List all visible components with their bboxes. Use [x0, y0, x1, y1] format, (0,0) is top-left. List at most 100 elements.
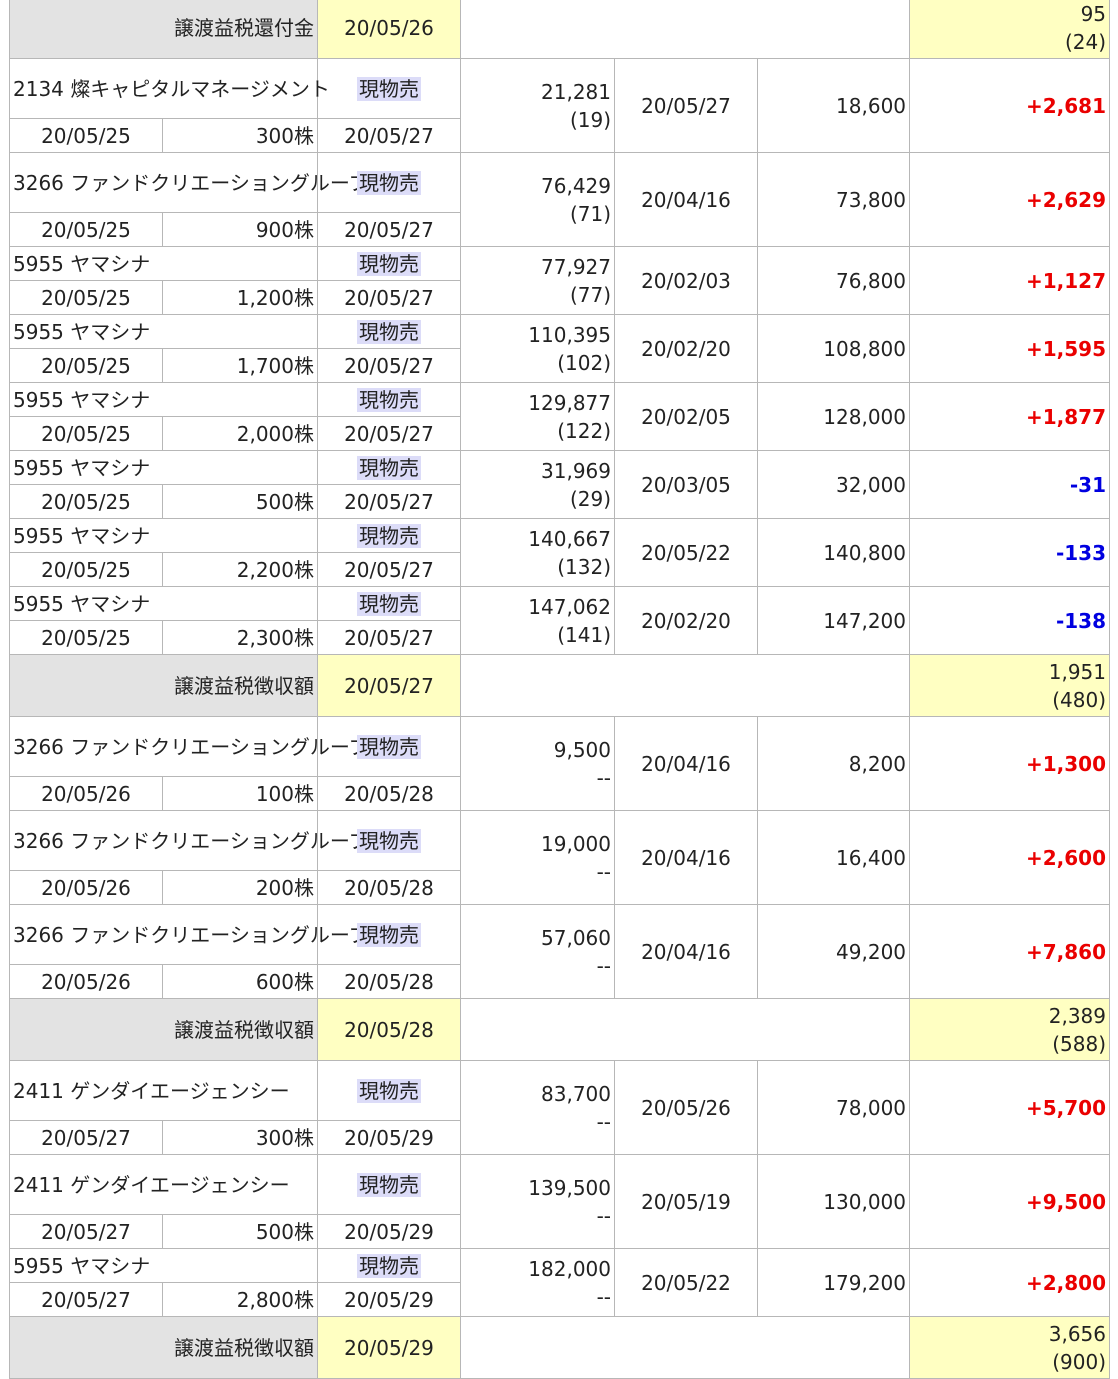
- trade-date: 20/05/25: [9, 484, 163, 519]
- trade-date: 20/05/25: [9, 620, 163, 655]
- security-name-link[interactable]: 5955 ヤマシナ: [9, 450, 318, 485]
- trade-kind: 現物売: [317, 314, 461, 349]
- security-name-link[interactable]: 5955 ヤマシナ: [9, 1248, 318, 1283]
- trade-kind: 現物売: [317, 1248, 461, 1283]
- quantity: 1,700株: [162, 348, 318, 383]
- settlement-date: 20/05/27: [317, 552, 461, 587]
- proceeds-value: 57,060: [541, 925, 611, 950]
- proceeds-value: 21,281: [541, 79, 611, 104]
- security-name-link[interactable]: 3266 ファンドクリエーショングループ: [9, 152, 369, 213]
- summary-row: 譲渡益税徴収額 20/05/28 2,389 (588): [9, 998, 1111, 1061]
- summary-amount-sub: (900): [1052, 1349, 1107, 1374]
- trade-date: 20/05/25: [9, 416, 163, 451]
- profit-loss: +2,600: [909, 810, 1111, 905]
- proceeds-value: 110,395: [528, 322, 611, 347]
- profit-loss-value: +1,300: [1025, 751, 1107, 776]
- trade-date: 20/05/27: [9, 1120, 163, 1155]
- trade-row[interactable]: 5955 ヤマシナ 現物売 140,667 (132) 20/05/22 140,800 -…: [9, 518, 1111, 587]
- trade-row[interactable]: 2411 ゲンダイエージェンシー 現物売 139,500 -- 20/05/19 130,…: [9, 1154, 1111, 1249]
- buy-date: 20/02/20: [614, 314, 758, 383]
- proceeds-cell: 83,700 --: [460, 1060, 615, 1155]
- trade-date: 20/05/25: [9, 348, 163, 383]
- buy-date: 20/04/16: [614, 152, 758, 247]
- quantity: 2,000株: [162, 416, 318, 451]
- fee-value: --: [596, 1109, 611, 1134]
- trade-date: 20/05/26: [9, 964, 163, 999]
- trade-row[interactable]: 5955 ヤマシナ 現物売 147,062 (141) 20/02/20 147,200 -…: [9, 586, 1111, 655]
- trade-kind-label: 現物売: [357, 734, 421, 759]
- trade-row[interactable]: 3266 ファンドクリエーショングループ 現物売 76,429 (71) 20/04/1…: [9, 152, 1111, 247]
- security-name-link[interactable]: 3266 ファンドクリエーショングループ: [9, 904, 369, 965]
- profit-loss: +5,700: [909, 1060, 1111, 1155]
- settlement-date: 20/05/27: [317, 212, 461, 247]
- proceeds-cell: 182,000 --: [460, 1248, 615, 1317]
- buy-date: 20/04/16: [614, 716, 758, 811]
- trade-row[interactable]: 3266 ファンドクリエーショングループ 現物売 57,060 -- 20/04/16 4…: [9, 904, 1111, 999]
- profit-loss-value: -138: [1055, 608, 1107, 633]
- profit-loss-value: +1,877: [1025, 404, 1107, 429]
- trade-row[interactable]: 5955 ヤマシナ 現物売 129,877 (122) 20/02/05 128,000 +…: [9, 382, 1111, 451]
- summary-amount-value: 95: [1080, 1, 1107, 26]
- profit-loss-value: +7,860: [1025, 939, 1107, 964]
- summary-amount: 3,656 (900): [909, 1316, 1111, 1379]
- trade-kind-label: 現物売: [357, 828, 421, 853]
- security-name-link[interactable]: 2411 ゲンダイエージェンシー: [9, 1154, 318, 1215]
- proceeds-cell: 129,877 (122): [460, 382, 615, 451]
- fee-value: (29): [569, 486, 611, 511]
- proceeds-cell: 31,969 (29): [460, 450, 615, 519]
- buy-date: 20/04/16: [614, 810, 758, 905]
- summary-spacer: [459, 998, 911, 1061]
- security-name-link[interactable]: 5955 ヤマシナ: [9, 586, 318, 621]
- settlement-date: 20/05/27: [317, 416, 461, 451]
- fee-value: (102): [557, 350, 611, 375]
- security-name-link[interactable]: 2134 燦キャピタルマネージメント: [9, 58, 330, 119]
- trade-row[interactable]: 5955 ヤマシナ 現物売 182,000 -- 20/05/22 179,200 +2,8…: [9, 1248, 1111, 1317]
- security-name-link[interactable]: 3266 ファンドクリエーショングループ: [9, 716, 369, 777]
- profit-loss-value: +1,127: [1025, 268, 1107, 293]
- cost-value: 128,000: [756, 382, 911, 451]
- security-name-link[interactable]: 5955 ヤマシナ: [9, 246, 318, 281]
- security-name-link[interactable]: 2411 ゲンダイエージェンシー: [9, 1060, 318, 1121]
- profit-loss: +9,500: [909, 1154, 1111, 1249]
- trade-detail-row: 20/05/26 600株 20/05/28: [9, 964, 1110, 999]
- trade-detail-row: 20/05/25 1,200株 20/05/27: [9, 280, 1110, 315]
- summary-spacer: [459, 0, 911, 59]
- profit-loss: +2,800: [909, 1248, 1111, 1317]
- security-name-link[interactable]: 5955 ヤマシナ: [9, 314, 318, 349]
- trade-kind-label: 現物売: [357, 387, 421, 412]
- trade-kind-label: 現物売: [357, 1253, 421, 1278]
- trade-row[interactable]: 3266 ファンドクリエーショングループ 現物売 19,000 -- 20/04/16 1…: [9, 810, 1111, 905]
- proceeds-cell: 76,429 (71): [460, 152, 615, 247]
- quantity: 300株: [162, 1120, 318, 1155]
- profit-loss-value: +2,600: [1025, 845, 1107, 870]
- profit-loss-value: +1,595: [1025, 336, 1107, 361]
- trade-row[interactable]: 5955 ヤマシナ 現物売 110,395 (102) 20/02/20 108,800 +…: [9, 314, 1111, 383]
- proceeds-value: 140,667: [528, 526, 611, 551]
- buy-date: 20/05/22: [614, 518, 758, 587]
- summary-label: 譲渡益税徴収額: [9, 998, 318, 1061]
- trade-date: 20/05/25: [9, 280, 163, 315]
- cost-value: 147,200: [756, 586, 911, 655]
- proceeds-value: 9,500: [553, 737, 611, 762]
- proceeds-value: 19,000: [541, 831, 611, 856]
- trade-row[interactable]: 5955 ヤマシナ 現物売 31,969 (29) 20/03/05 32,000 -31: [9, 450, 1111, 519]
- trade-row[interactable]: 2411 ゲンダイエージェンシー 現物売 83,700 -- 20/05/26 78,00…: [9, 1060, 1111, 1155]
- buy-date: 20/03/05: [614, 450, 758, 519]
- security-name-link[interactable]: 5955 ヤマシナ: [9, 518, 318, 553]
- cost-value: 16,400: [756, 810, 911, 905]
- trade-row[interactable]: 3266 ファンドクリエーショングループ 現物売 9,500 -- 20/04/16 8,…: [9, 716, 1111, 811]
- security-name-link[interactable]: 3266 ファンドクリエーショングループ: [9, 810, 369, 871]
- trade-row[interactable]: 2134 燦キャピタルマネージメント 現物売 21,281 (19) 20/05/27 1…: [9, 58, 1111, 153]
- buy-date: 20/05/22: [614, 1248, 758, 1317]
- summary-spacer: [459, 1316, 911, 1379]
- settlement-date: 20/05/29: [317, 1120, 461, 1155]
- trade-detail-row: 20/05/25 500株 20/05/27: [9, 484, 1110, 519]
- quantity: 1,200株: [162, 280, 318, 315]
- cost-value: 76,800: [756, 246, 911, 315]
- quantity: 2,200株: [162, 552, 318, 587]
- trade-date: 20/05/26: [9, 776, 163, 811]
- security-name-link[interactable]: 5955 ヤマシナ: [9, 382, 318, 417]
- fee-value: (122): [557, 418, 611, 443]
- trade-row[interactable]: 5955 ヤマシナ 現物売 77,927 (77) 20/02/03 76,800 +1,1…: [9, 246, 1111, 315]
- trade-kind: 現物売: [317, 518, 461, 553]
